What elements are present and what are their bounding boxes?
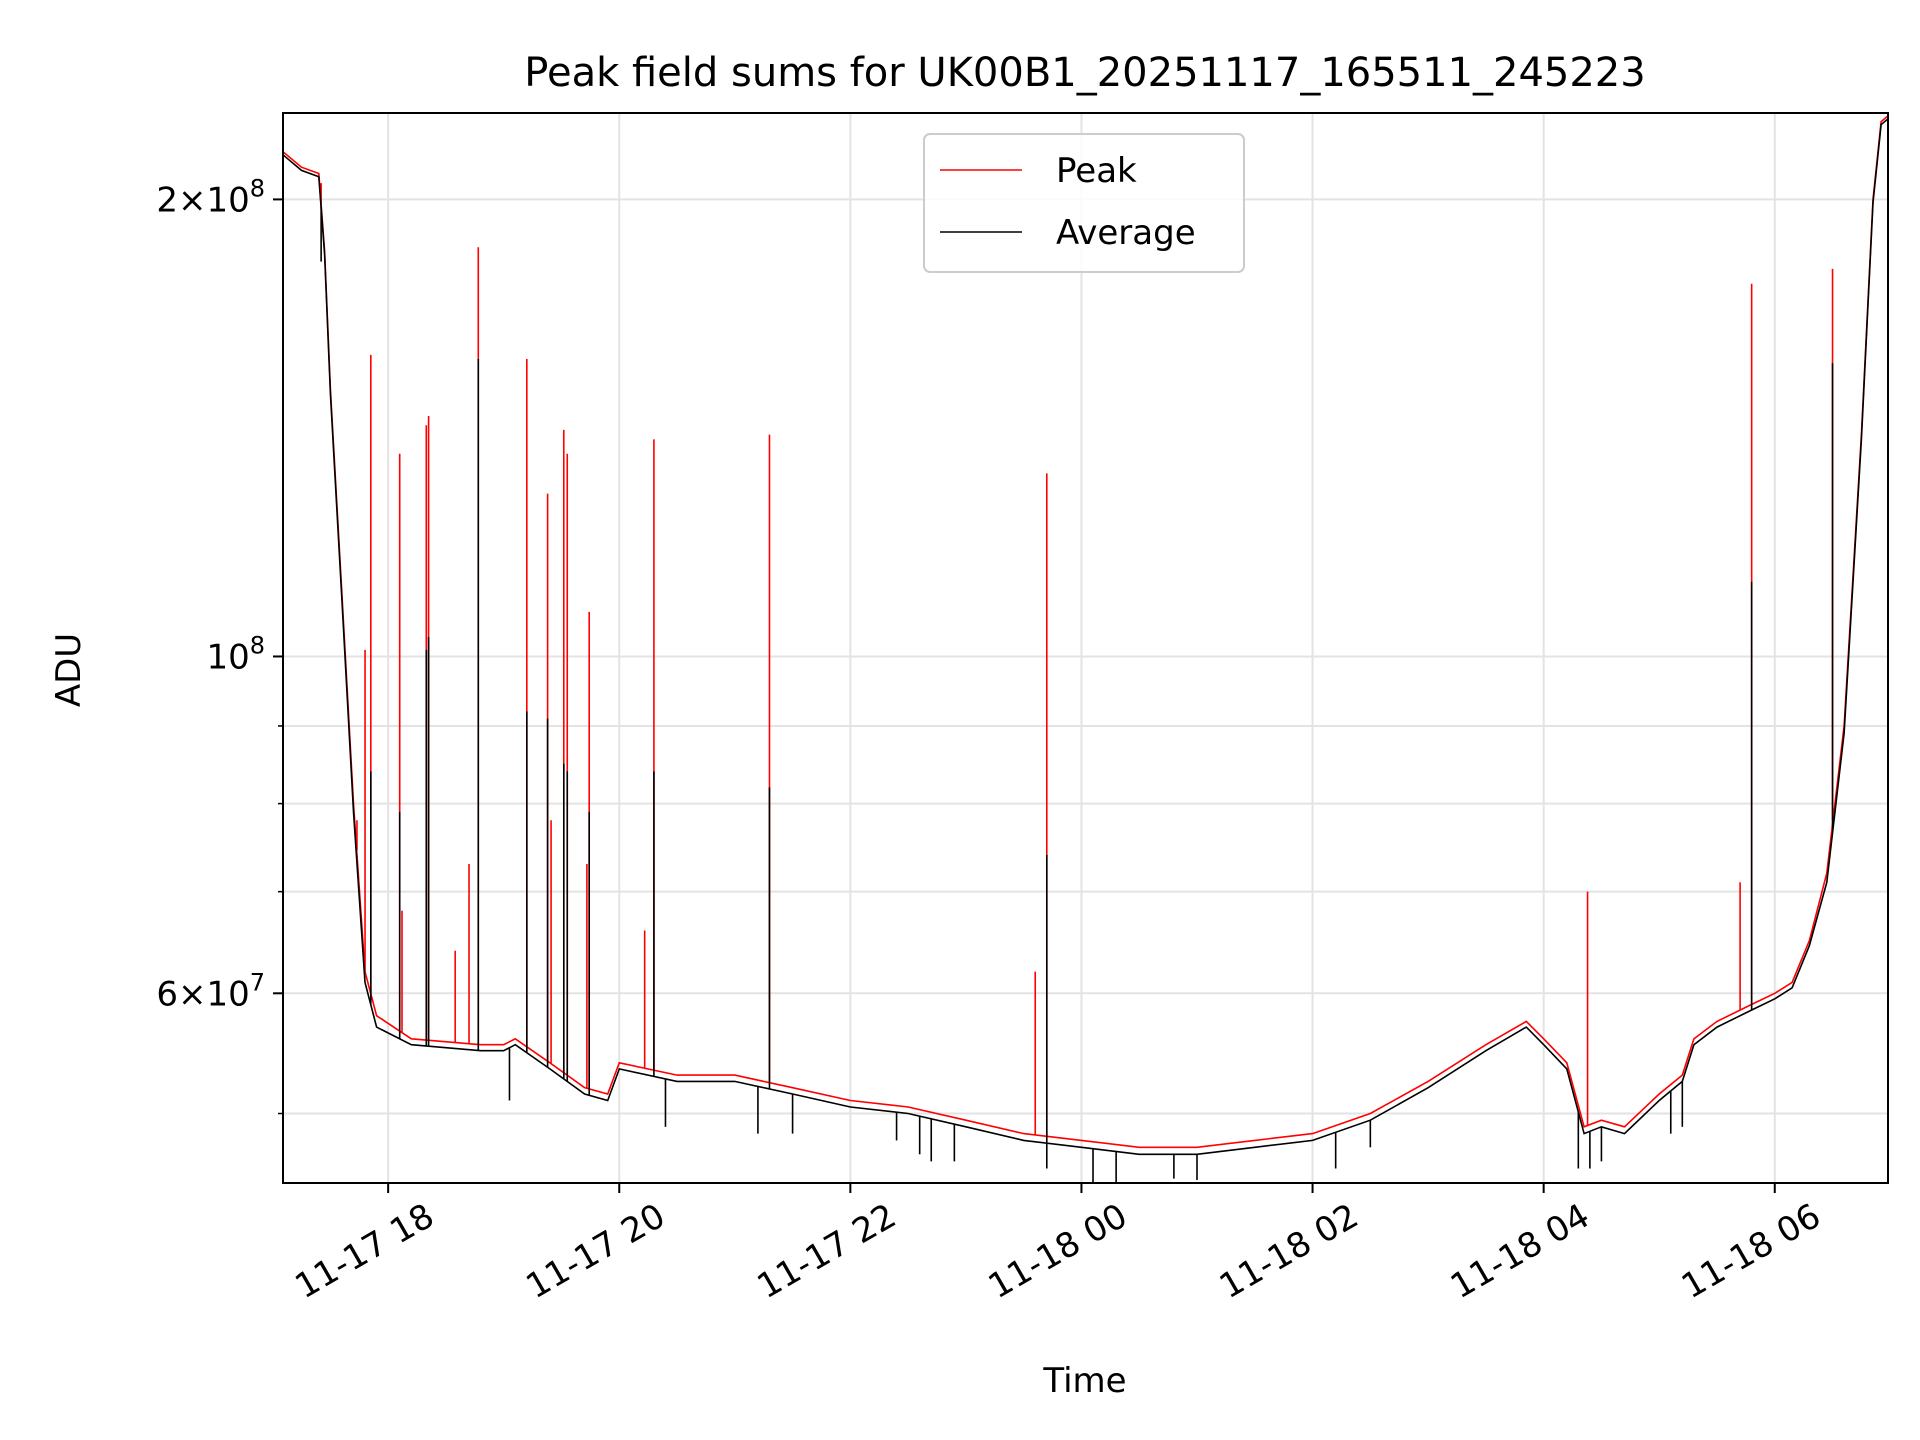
grid (283, 113, 1888, 1183)
legend: Peak Average (923, 133, 1245, 273)
legend-peak-label: Peak (1056, 151, 1137, 191)
x-tick-label: 11-17 22 (751, 1196, 903, 1307)
y-tick-exponent: 7 (250, 968, 265, 996)
y-tick-exponent: 8 (250, 174, 265, 202)
axes: 11-17 18 11-17 20 11-17 22 11-18 00 11-18 02… (156, 174, 1827, 1307)
y-tick-label: 108 (206, 631, 265, 677)
y-axis-label: ADU (49, 633, 89, 707)
x-tick-label: 11-18 02 (1213, 1196, 1365, 1307)
peak-line (282, 115, 1889, 1149)
x-tick-label: 11-18 04 (1444, 1196, 1596, 1307)
y-tick-mantissa: 6× (156, 974, 206, 1014)
legend-box (923, 133, 1245, 273)
y-tick-exponent: 8 (250, 631, 265, 659)
series-layer (282, 115, 1889, 1183)
chart-title: Peak field sums for UK00B1_20251117_1655… (524, 50, 1645, 96)
legend-average-label: Average (1056, 213, 1196, 253)
y-tick-mantissa: 2× (156, 180, 206, 220)
y-tick-label-text: 2×108 (156, 174, 265, 220)
x-tick-label: 11-17 20 (520, 1196, 672, 1307)
y-tick-base: 10 (206, 180, 249, 220)
average-line (282, 118, 1889, 1156)
x-tick-label: 11-17 18 (288, 1196, 440, 1307)
y-tick-label: 2×108 (156, 174, 265, 220)
y-tick-base: 10 (206, 637, 249, 677)
x-tick-label: 11-18 06 (1675, 1196, 1827, 1307)
x-tick-label: 11-18 00 (982, 1196, 1134, 1307)
y-tick-label-text: 6×107 (156, 968, 265, 1014)
y-tick-label: 6×107 (156, 968, 265, 1014)
y-tick-base: 10 (206, 974, 249, 1014)
x-axis-label: Time (1042, 1361, 1126, 1401)
plot-frame (282, 112, 1889, 1184)
y-tick-label-text: 108 (206, 631, 265, 677)
